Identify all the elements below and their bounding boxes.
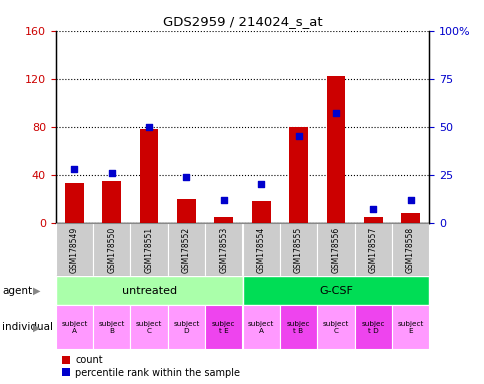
Point [219,197,227,203]
Legend: count, percentile rank within the sample: count, percentile rank within the sample [60,354,241,379]
Text: GSM178555: GSM178555 [293,227,302,273]
Text: GSM178553: GSM178553 [219,227,228,273]
Bar [93,305,130,349]
Text: subjec
t D: subjec t D [361,321,384,334]
Bar [251,201,270,223]
Bar [167,305,205,349]
Bar [279,305,317,349]
Bar [363,217,382,223]
Bar [391,223,428,276]
Bar [130,305,167,349]
Text: subject
C: subject C [136,321,162,334]
Text: subject
A: subject A [247,321,274,334]
Bar [139,129,158,223]
Text: subjec
t E: subjec t E [212,321,235,334]
Bar [242,276,428,305]
Bar [400,213,419,223]
Text: GSM178558: GSM178558 [405,227,414,273]
Text: subject
B: subject B [98,321,125,334]
Text: GDS2959 / 214024_s_at: GDS2959 / 214024_s_at [162,15,322,28]
Text: subject
D: subject D [173,321,199,334]
Bar [288,127,307,223]
Text: untreated: untreated [121,286,176,296]
Text: individual: individual [2,322,53,333]
Bar [93,223,130,276]
Bar [56,276,242,305]
Text: GSM178551: GSM178551 [144,227,153,273]
Point [145,124,153,130]
Text: subject
E: subject E [396,321,423,334]
Bar [205,305,242,349]
Bar [65,183,84,223]
Point [257,181,265,187]
Text: agent: agent [2,286,32,296]
Text: subjec
t B: subjec t B [286,321,310,334]
Bar [354,305,391,349]
Bar [130,223,167,276]
Text: ▶: ▶ [33,322,40,333]
Bar [354,223,391,276]
Point [71,166,78,172]
Bar [391,305,428,349]
Point [369,206,377,212]
Text: GSM178549: GSM178549 [70,227,79,273]
Text: GSM178554: GSM178554 [256,227,265,273]
Bar [167,223,205,276]
Bar [102,181,121,223]
Bar [56,305,93,349]
Bar [242,223,279,276]
Bar [279,223,317,276]
Bar [214,217,233,223]
Text: GSM178557: GSM178557 [368,227,377,273]
Bar [242,305,279,349]
Bar [317,223,354,276]
Text: GSM178550: GSM178550 [107,227,116,273]
Point [107,170,115,176]
Text: GSM178556: GSM178556 [331,227,340,273]
Text: ▶: ▶ [33,286,40,296]
Bar [326,76,345,223]
Point [182,174,190,180]
Bar [177,199,196,223]
Bar [56,223,93,276]
Text: subject
C: subject C [322,321,348,334]
Bar [205,223,242,276]
Point [406,197,413,203]
Text: subject
A: subject A [61,321,88,334]
Text: GSM178552: GSM178552 [182,227,191,273]
Point [294,133,302,139]
Point [331,110,339,116]
Text: G-CSF: G-CSF [318,286,352,296]
Bar [317,305,354,349]
